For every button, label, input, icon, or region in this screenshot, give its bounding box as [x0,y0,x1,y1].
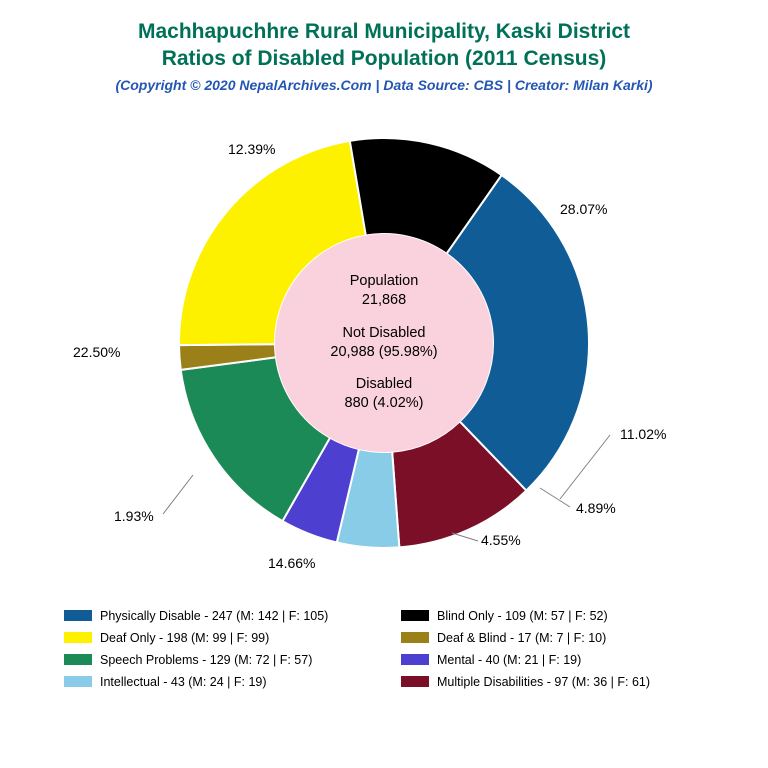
center-population-value: 21,868 [350,291,419,310]
legend-label: Deaf & Blind - 17 (M: 7 | F: 10) [437,631,606,645]
center-summary: Population 21,868 Not Disabled 20,988 (9… [275,234,493,452]
legend-swatch [64,654,92,665]
legend-item: Physically Disable - 247 (M: 142 | F: 10… [64,609,367,623]
legend-item: Speech Problems - 129 (M: 72 | F: 57) [64,653,367,667]
pct-label: 4.89% [576,500,616,516]
center-not-disabled-value: 20,988 (95.98%) [330,343,437,362]
legend-item: Deaf & Blind - 17 (M: 7 | F: 10) [401,631,704,645]
center-population-label: Population [350,272,419,291]
legend-item: Mental - 40 (M: 21 | F: 19) [401,653,704,667]
pct-label: 14.66% [268,555,315,571]
pct-label: 12.39% [228,141,275,157]
leader-line [540,488,570,507]
legend-label: Mental - 40 (M: 21 | F: 19) [437,653,581,667]
legend-label: Intellectual - 43 (M: 24 | F: 19) [100,675,267,689]
legend-label: Multiple Disabilities - 97 (M: 36 | F: 6… [437,675,650,689]
center-disabled-value: 880 (4.02%) [345,394,424,413]
pct-label: 4.55% [481,532,521,548]
center-population: Population 21,868 [350,272,419,310]
center-not-disabled-label: Not Disabled [330,324,437,343]
leader-line [452,533,478,541]
pct-label: 1.93% [114,508,154,524]
legend-label: Blind Only - 109 (M: 57 | F: 52) [437,609,608,623]
legend-label: Speech Problems - 129 (M: 72 | F: 57) [100,653,312,667]
title-line-2: Ratios of Disabled Population (2011 Cens… [115,45,652,72]
legend-label: Deaf Only - 198 (M: 99 | F: 99) [100,631,269,645]
legend-item: Intellectual - 43 (M: 24 | F: 19) [64,675,367,689]
legend-swatch [401,610,429,621]
title-line-1: Machhapuchhre Rural Municipality, Kaski … [115,18,652,45]
subtitle: (Copyright © 2020 NepalArchives.Com | Da… [115,77,652,93]
chart-title-block: Machhapuchhre Rural Municipality, Kaski … [115,0,652,93]
legend-label: Physically Disable - 247 (M: 142 | F: 10… [100,609,328,623]
legend-swatch [64,632,92,643]
center-disabled-label: Disabled [345,375,424,394]
legend-item: Multiple Disabilities - 97 (M: 36 | F: 6… [401,675,704,689]
legend-swatch [401,632,429,643]
pct-label: 11.02% [620,426,666,442]
legend-swatch [401,676,429,687]
leader-line [163,475,193,514]
legend-swatch [64,610,92,621]
pct-label: 22.50% [73,344,120,360]
leader-line [560,435,610,499]
center-disabled: Disabled 880 (4.02%) [345,375,424,413]
legend-item: Blind Only - 109 (M: 57 | F: 52) [401,609,704,623]
donut-chart: Population 21,868 Not Disabled 20,988 (9… [0,93,768,593]
legend: Physically Disable - 247 (M: 142 | F: 10… [64,609,704,689]
center-not-disabled: Not Disabled 20,988 (95.98%) [330,324,437,362]
pct-label: 28.07% [560,201,607,217]
legend-swatch [401,654,429,665]
legend-swatch [64,676,92,687]
legend-item: Deaf Only - 198 (M: 99 | F: 99) [64,631,367,645]
